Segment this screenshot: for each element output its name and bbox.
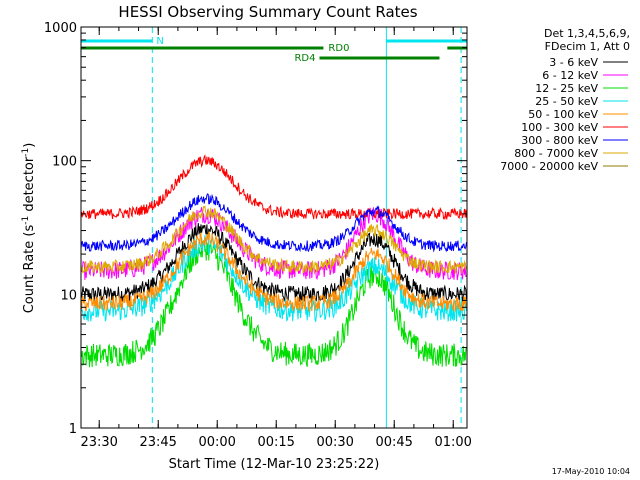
y-tick-label: 1 (69, 422, 77, 437)
x-tick-label: 01:00 (434, 435, 471, 450)
x-tick-label: 00:00 (198, 435, 235, 450)
x-tick-label: 23:30 (80, 435, 117, 450)
legend-header-line-2: FDecim 1, Att 0 (545, 40, 630, 53)
generation-timestamp: 17-May-2010 10:04 (552, 467, 630, 476)
series-line (80, 154, 467, 221)
y-axis: 1 10 100 1000 (44, 21, 467, 437)
x-tick-label: 23:45 (139, 435, 176, 450)
legend-entry-label: 100 - 300 keV (521, 121, 598, 134)
flag-bar-label: RD0 (328, 43, 349, 54)
legend-entry-label: 3 - 6 keV (549, 56, 598, 69)
y-axis-label: Count Rate (s-1 detector-1) (21, 143, 37, 314)
plot-frame (80, 26, 468, 429)
y-tick-label: 100 (52, 155, 77, 170)
chart-title: HESSI Observing Summary Count Rates (118, 3, 417, 21)
series-line (80, 205, 467, 275)
series-line (80, 193, 467, 253)
x-tick-label: 00:45 (375, 435, 412, 450)
legend-entry-label: 12 - 25 keV (535, 82, 598, 95)
x-tick-label: 00:15 (257, 435, 294, 450)
legend-entry-label: 300 - 800 keV (521, 134, 598, 147)
legend-entry-label: 7000 - 20000 keV (500, 160, 598, 173)
legend-entry-label: 25 - 50 keV (535, 95, 598, 108)
flag-bar-label: RD4 (294, 53, 315, 64)
legend: Det 1,3,4,5,6,9, FDecim 1, Att 0 3 - 6 k… (500, 27, 630, 173)
legend-entry-label: 6 - 12 keV (542, 69, 598, 82)
flag-bars: N RD0 RD4 (81, 36, 467, 64)
series-line (80, 237, 467, 368)
legend-header-line-1: Det 1,3,4,5,6,9, (544, 27, 630, 40)
legend-entry-label: 50 - 100 keV (528, 108, 598, 121)
y-tick-label: 1000 (44, 21, 77, 36)
x-tick-label: 00:30 (316, 435, 353, 450)
y-tick-label: 10 (60, 288, 77, 303)
legend-entry-label: 800 - 7000 keV (514, 147, 598, 160)
series-lines (80, 154, 467, 368)
x-axis-label: Start Time (12-Mar-10 23:25:22) (169, 457, 380, 472)
x-axis: 23:30 23:45 00:00 00:15 00:30 00:45 01:00 (80, 27, 472, 450)
series-line (80, 231, 467, 313)
plot-area: N RD0 RD4 (80, 26, 468, 429)
flag-bar-label: N (156, 36, 163, 47)
